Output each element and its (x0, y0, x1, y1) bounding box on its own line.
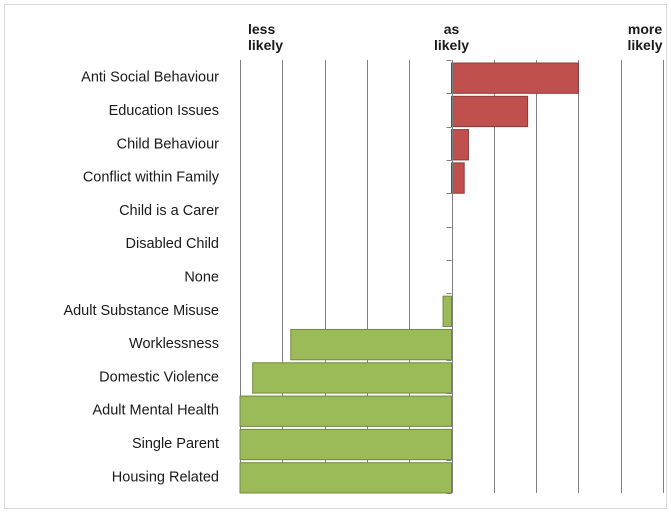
category-label: Conflict within Family (83, 170, 220, 186)
scale-label-line: likely (627, 37, 662, 53)
category-label: Disabled Child (126, 236, 220, 252)
category-label: Education Issues (109, 103, 219, 119)
scale-label-center: as likely (434, 21, 469, 53)
scale-label-line: likely (248, 37, 283, 53)
category-label: Domestic Violence (99, 369, 219, 385)
bar (451, 95, 529, 128)
bar (451, 162, 465, 194)
category-label: Adult Mental Health (92, 403, 219, 419)
scale-label-line: less (248, 21, 275, 37)
category-label: Child Behaviour (117, 136, 220, 152)
scale-label-line: as (444, 21, 460, 37)
scale-label-line: likely (434, 37, 469, 53)
scale-label-line: more (628, 21, 662, 37)
category-label: Housing Related (112, 469, 219, 485)
category-label: Anti Social Behaviour (81, 70, 219, 86)
category-label: Worklessness (129, 336, 219, 352)
bar (239, 462, 452, 494)
category-label: Child is a Carer (119, 203, 219, 219)
scale-label-right: more likely (627, 21, 662, 53)
bar (239, 428, 452, 461)
category-label: None (184, 270, 219, 286)
bar (451, 62, 579, 94)
category-label: Adult Substance Misuse (63, 303, 219, 319)
category-label: Single Parent (132, 436, 219, 452)
bar (290, 328, 453, 361)
bar (252, 362, 452, 394)
bar (239, 395, 452, 427)
scale-label-left: less likely (248, 21, 283, 53)
bar (451, 129, 469, 161)
bar (442, 295, 453, 327)
